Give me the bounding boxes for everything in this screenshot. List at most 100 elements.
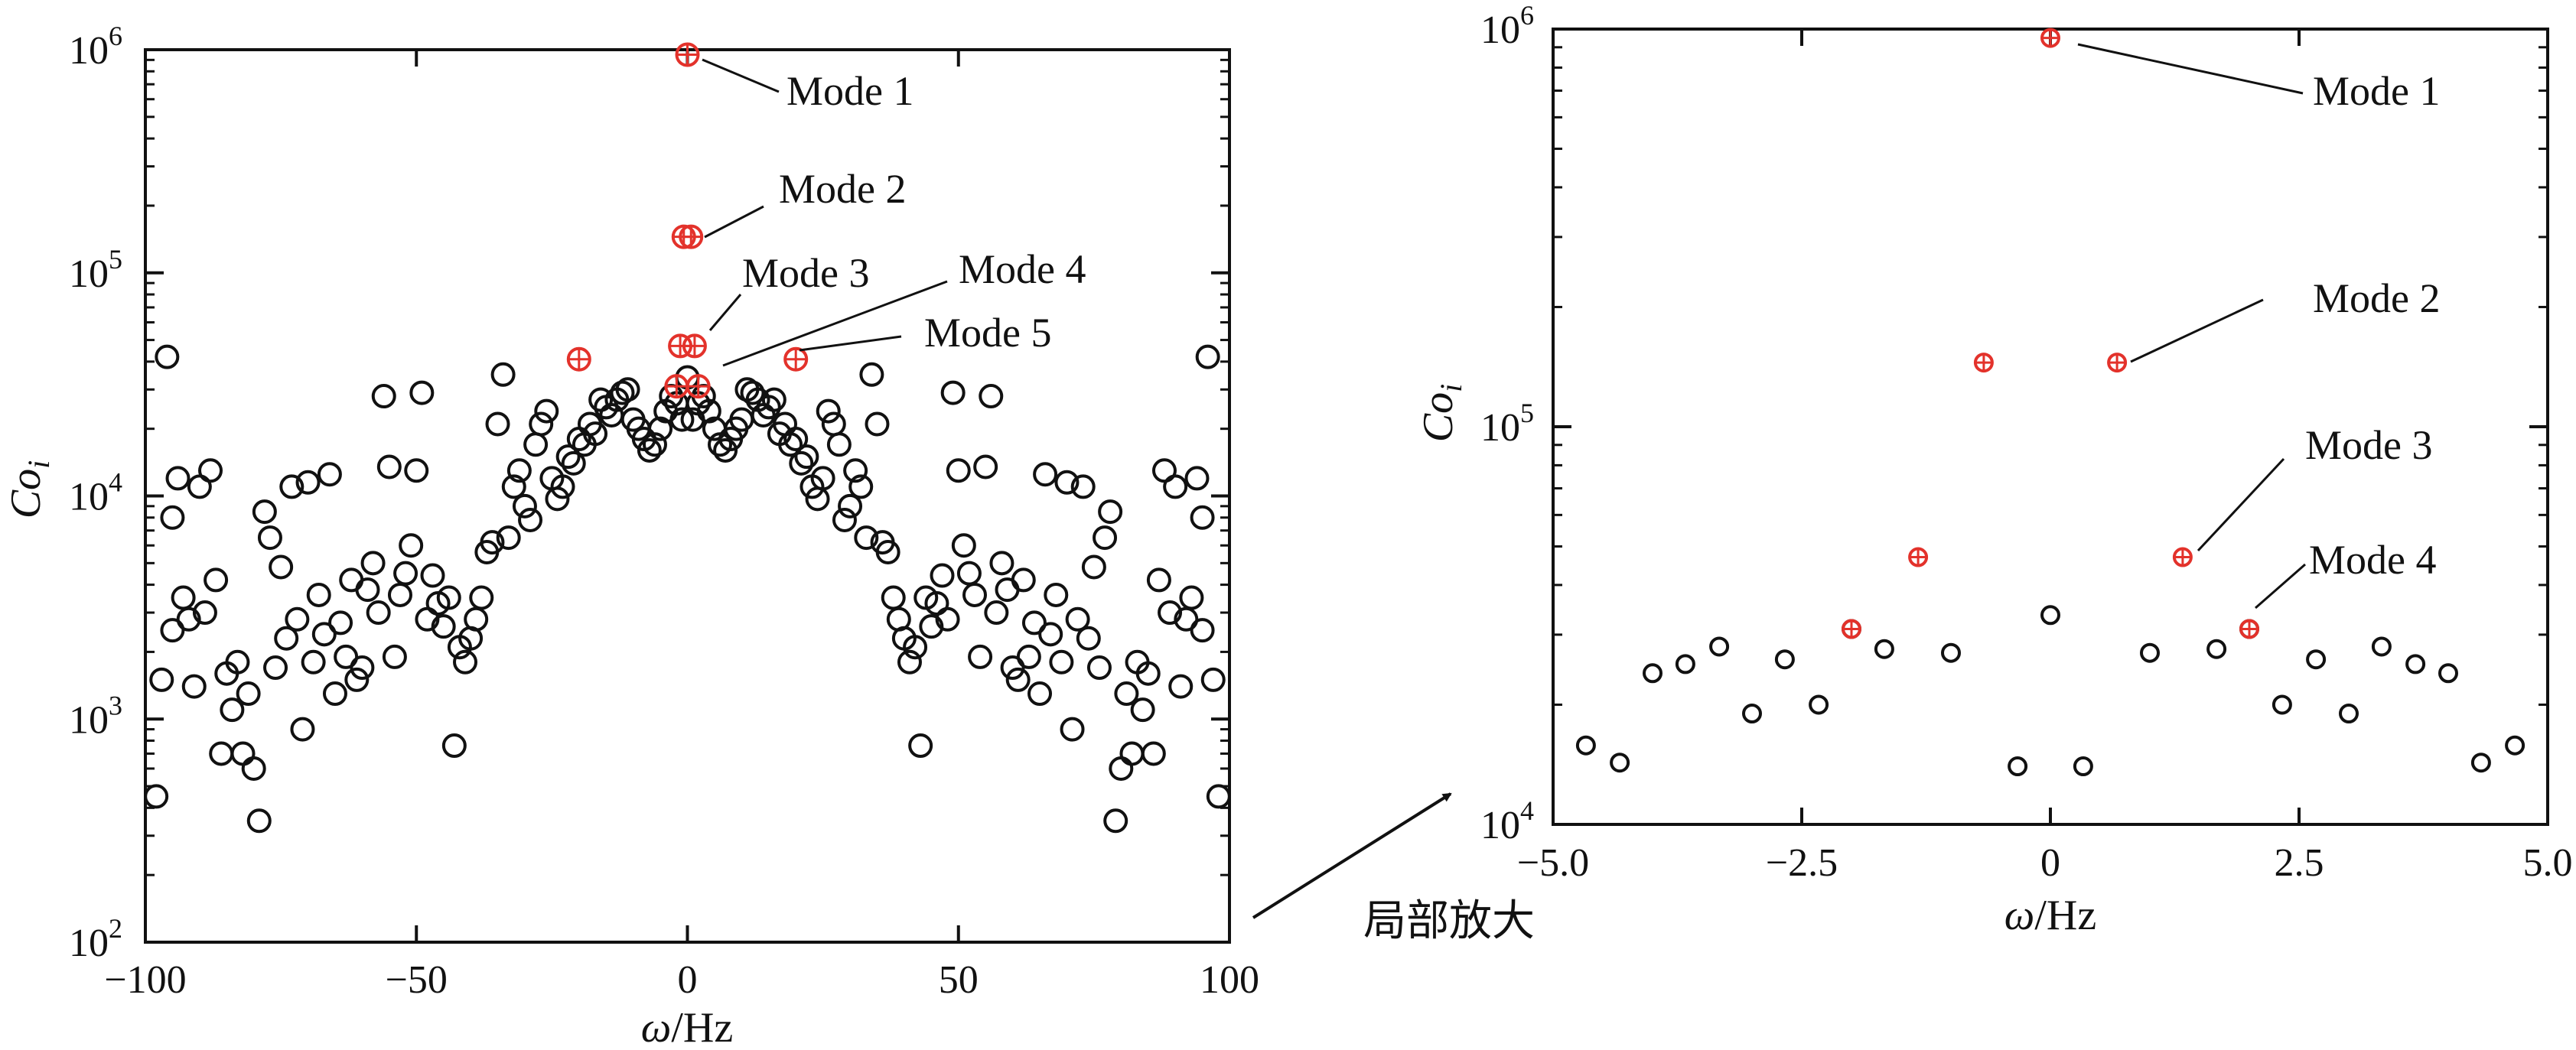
left-data-point [382,644,407,669]
left-data-point [642,432,667,457]
right-mode-points [1842,28,2259,639]
left-data-point [1070,474,1096,499]
left-data-point [1049,649,1074,675]
left-x-tick-label: −100 [104,958,186,1002]
left-data-point [919,614,944,639]
left-data-point [518,507,543,532]
right-data-point [2306,649,2327,670]
right-x-axis-title: ω/Hz [2004,892,2096,939]
annotation-mode-2: Mode 2 [779,166,906,212]
right-data-point [2505,735,2526,756]
left-mode-point [783,346,809,372]
left-data-point [409,380,435,405]
left-data-point [534,398,559,424]
left-data-point [1065,606,1090,632]
left-data-point [1168,674,1194,699]
left-data-point [561,450,586,476]
left-data-point [875,539,900,564]
left-data-point [366,600,391,626]
left-data-point [669,407,695,432]
left-data-point [1114,681,1139,707]
left-data-point [1119,741,1145,766]
left-y-tick-label: 106 [69,21,122,73]
left-data-point [789,450,814,476]
left-data-point [165,466,191,491]
right-y-tick-label: 105 [1480,398,1534,450]
left-data-point [783,427,809,452]
left-data-point [181,674,207,699]
left-mode-point [686,374,711,399]
left-data-point [376,454,402,479]
left-data-point [1103,808,1128,834]
left-data-point [1135,661,1161,686]
left-data-point [371,384,396,409]
left-data-point [431,614,456,639]
annotation-mode-3: Mode 3 [742,250,869,296]
left-data-point [984,600,1009,626]
left-data-point [149,667,174,692]
left-data-point [317,462,342,487]
annotation-mode-4: Mode 4 [959,246,1086,292]
zoom-label: 局部放大 [1363,896,1535,946]
left-data-point [1163,474,1188,499]
right-data-point [2470,753,2491,773]
left-data-point [506,458,532,483]
left-data-point [176,606,201,632]
left-data-point [225,649,250,675]
left-data-point [198,458,223,483]
left-axis-ticks: −100 −50 0 50 100 102 103 104 105 106 [69,21,1259,1002]
left-y-tick-label: 104 [69,467,122,519]
right-chart: −5.0 −2.5 0 2.5 5.0 104 105 106 Mode 1 Mode 2 M… [1415,0,2573,939]
right-x-tick-label: −2.5 [1766,841,1838,885]
left-data-point [1179,585,1204,610]
right-data-point [2272,694,2292,715]
left-mode-point [675,42,700,67]
left-data-point [555,444,581,470]
right-axis-ticks: −5.0 −2.5 0 2.5 5.0 104 105 106 [1480,0,2573,885]
right-x-tick-label: 5.0 [2523,841,2573,885]
left-data-point [220,697,245,723]
left-data-point [453,649,478,675]
left-data-point [854,525,879,551]
left-data-point [469,585,494,610]
left-data-point [355,577,380,603]
left-mode-points [566,42,809,399]
left-data-point [1027,681,1053,707]
right-mode-point [1842,619,1861,639]
left-data-point [848,474,874,499]
left-data-point [192,600,217,626]
left-data-point [1033,462,1058,487]
left-data-point [1081,554,1106,580]
left-data-point [269,554,294,580]
left-data-point [328,610,353,636]
right-x-tick-label: 0 [2040,841,2060,885]
left-data-point [295,470,321,495]
left-data-point [306,582,331,607]
right-x-tick-label: −5.0 [1517,841,1589,885]
left-y-tick-label: 105 [69,244,122,296]
left-data-point [935,606,960,632]
left-data-point [940,380,966,405]
left-data-point [756,395,781,420]
left-plot-frame [144,48,1231,944]
left-data-point [968,644,993,669]
left-data-point [490,362,516,387]
left-y-tick-label: 102 [69,913,122,965]
left-data-point [1060,717,1085,742]
left-data-point [696,398,721,424]
left-data-point [204,567,229,593]
left-data-point [404,458,429,483]
right-mode-point [1973,353,1994,373]
left-data-point [881,585,906,610]
left-data-point [816,398,841,424]
left-data-point [144,784,169,809]
left-data-point [285,606,310,632]
left-data-point [263,655,288,681]
right-data-point [1643,663,1663,684]
left-data-point [545,486,570,512]
left-mode-point [679,224,704,249]
left-chart: −100 −50 0 50 100 102 103 104 105 106 Mode 1 Mode… [2,21,1259,1050]
left-data-point [930,563,955,588]
left-data-point [246,808,272,834]
